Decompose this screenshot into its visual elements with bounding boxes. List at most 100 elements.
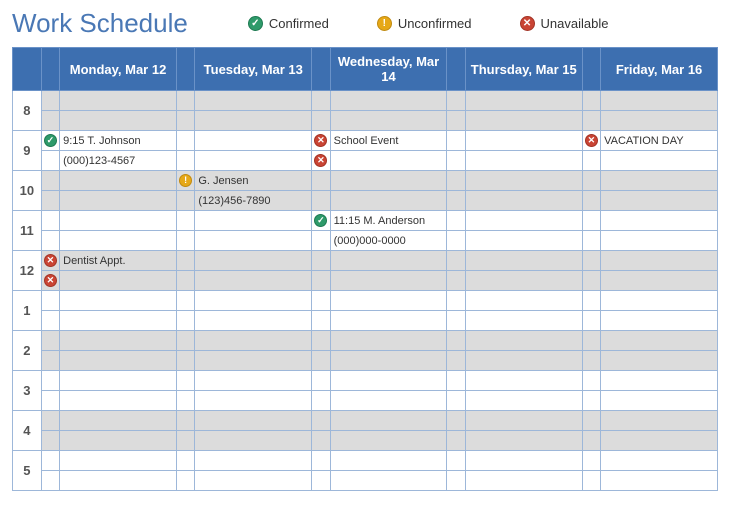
slot-text[interactable] [465, 251, 582, 271]
slot-text[interactable] [195, 351, 312, 371]
slot-text[interactable] [601, 251, 718, 271]
slot-text[interactable] [601, 191, 718, 211]
slot-status[interactable] [41, 191, 59, 211]
slot-text[interactable] [195, 91, 312, 111]
slot-text[interactable] [195, 111, 312, 131]
slot-status[interactable] [41, 431, 59, 451]
slot-text[interactable]: 9:15 T. Johnson [60, 131, 177, 151]
slot-text[interactable] [330, 331, 447, 351]
slot-text[interactable] [465, 311, 582, 331]
slot-status[interactable] [312, 191, 330, 211]
slot-text[interactable] [601, 391, 718, 411]
slot-status[interactable] [582, 331, 600, 351]
slot-text[interactable] [330, 431, 447, 451]
slot-status[interactable] [176, 371, 194, 391]
slot-text[interactable]: (000)123-4567 [60, 151, 177, 171]
slot-text[interactable] [601, 91, 718, 111]
slot-text[interactable] [330, 171, 447, 191]
slot-text[interactable] [601, 151, 718, 171]
slot-status[interactable]: ✕ [582, 131, 600, 151]
slot-text[interactable] [601, 271, 718, 291]
slot-text[interactable] [60, 231, 177, 251]
slot-text[interactable]: VACATION DAY [601, 131, 718, 151]
slot-status[interactable] [582, 171, 600, 191]
slot-status[interactable] [312, 291, 330, 311]
slot-text[interactable] [601, 171, 718, 191]
slot-status[interactable] [582, 111, 600, 131]
slot-status[interactable] [447, 91, 465, 111]
slot-text[interactable] [330, 411, 447, 431]
slot-status[interactable] [176, 131, 194, 151]
slot-text[interactable] [60, 371, 177, 391]
slot-text[interactable] [60, 351, 177, 371]
slot-status[interactable] [41, 451, 59, 471]
slot-status[interactable] [312, 371, 330, 391]
slot-text[interactable] [60, 171, 177, 191]
slot-text[interactable] [465, 451, 582, 471]
slot-status[interactable] [582, 311, 600, 331]
slot-text[interactable] [601, 431, 718, 451]
slot-text[interactable] [330, 271, 447, 291]
slot-status[interactable] [41, 111, 59, 131]
slot-text[interactable]: Dentist Appt. [60, 251, 177, 271]
slot-text[interactable] [465, 411, 582, 431]
slot-text[interactable] [601, 411, 718, 431]
slot-text[interactable] [60, 411, 177, 431]
slot-status[interactable]: ✕ [41, 271, 59, 291]
slot-status[interactable] [582, 411, 600, 431]
slot-text[interactable] [601, 471, 718, 491]
slot-status[interactable] [176, 411, 194, 431]
slot-status[interactable] [312, 231, 330, 251]
slot-text[interactable] [330, 111, 447, 131]
slot-status[interactable] [312, 331, 330, 351]
slot-text[interactable] [60, 431, 177, 451]
slot-status[interactable] [582, 251, 600, 271]
slot-text[interactable] [60, 391, 177, 411]
slot-status[interactable] [176, 231, 194, 251]
slot-status[interactable] [41, 151, 59, 171]
slot-status[interactable] [582, 91, 600, 111]
slot-status[interactable] [312, 271, 330, 291]
slot-text[interactable] [465, 151, 582, 171]
slot-text[interactable] [330, 351, 447, 371]
slot-status[interactable] [447, 151, 465, 171]
slot-status[interactable] [41, 171, 59, 191]
slot-status[interactable] [41, 211, 59, 231]
slot-status[interactable] [447, 111, 465, 131]
slot-text[interactable] [601, 311, 718, 331]
slot-status[interactable] [176, 251, 194, 271]
slot-status[interactable] [41, 91, 59, 111]
slot-status[interactable] [312, 431, 330, 451]
slot-text[interactable] [195, 471, 312, 491]
slot-status[interactable] [312, 251, 330, 271]
slot-text[interactable] [195, 151, 312, 171]
slot-text[interactable]: G. Jensen [195, 171, 312, 191]
slot-status[interactable] [176, 111, 194, 131]
slot-text[interactable] [465, 271, 582, 291]
slot-text[interactable] [60, 211, 177, 231]
slot-text[interactable] [601, 111, 718, 131]
slot-status[interactable] [312, 111, 330, 131]
slot-status[interactable] [447, 251, 465, 271]
slot-status[interactable] [312, 311, 330, 331]
slot-text[interactable] [465, 91, 582, 111]
slot-text[interactable] [330, 451, 447, 471]
slot-status[interactable] [447, 371, 465, 391]
slot-status[interactable] [176, 331, 194, 351]
slot-status[interactable] [41, 331, 59, 351]
slot-status[interactable] [447, 131, 465, 151]
slot-text[interactable] [60, 111, 177, 131]
slot-text[interactable] [60, 271, 177, 291]
slot-status[interactable] [312, 351, 330, 371]
slot-text[interactable] [60, 311, 177, 331]
slot-status[interactable] [582, 371, 600, 391]
slot-status[interactable] [582, 231, 600, 251]
slot-status[interactable]: ! [176, 171, 194, 191]
slot-status[interactable]: ✓ [312, 211, 330, 231]
slot-text[interactable] [465, 331, 582, 351]
slot-text[interactable] [601, 331, 718, 351]
slot-status[interactable] [582, 451, 600, 471]
slot-status[interactable] [582, 191, 600, 211]
slot-status[interactable] [41, 291, 59, 311]
slot-status[interactable] [447, 411, 465, 431]
